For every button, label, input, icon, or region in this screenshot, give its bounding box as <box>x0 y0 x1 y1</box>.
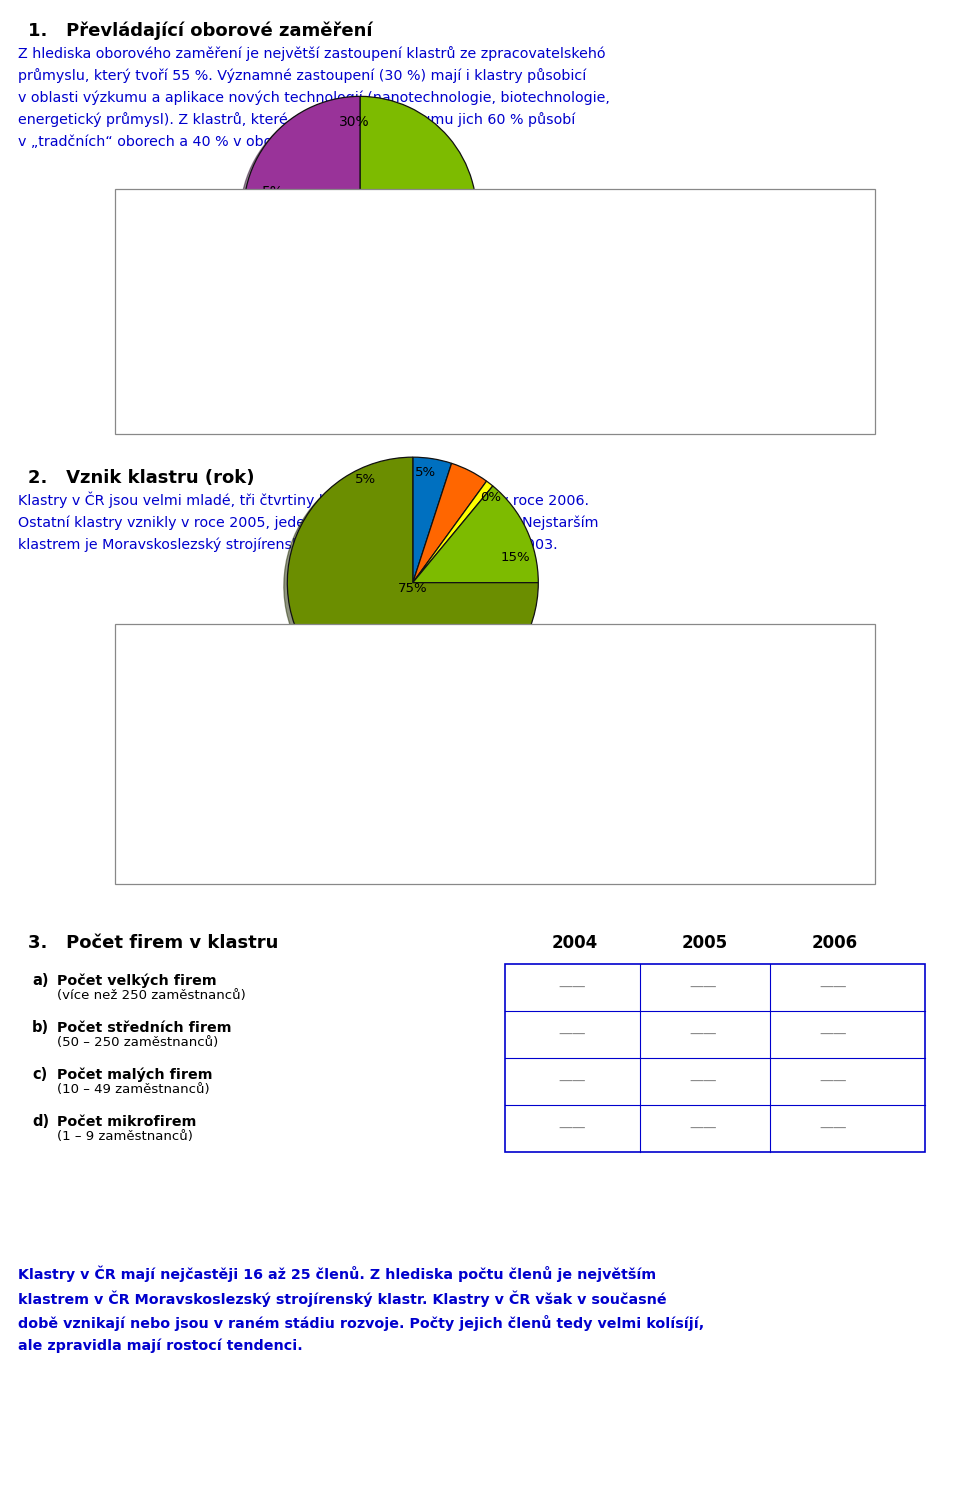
Wedge shape <box>287 457 539 708</box>
Wedge shape <box>324 96 476 329</box>
Text: Počet mikrofirem: Počet mikrofirem <box>57 1115 197 1128</box>
Text: Rok 2007: Rok 2007 <box>401 843 459 856</box>
Text: Rok 2006: Rok 2006 <box>174 843 231 856</box>
Text: (více než 250 zaměstnanců): (více než 250 zaměstnanců) <box>57 989 246 1002</box>
Wedge shape <box>244 96 360 249</box>
Text: ——: —— <box>819 1028 847 1041</box>
Bar <box>140 258 162 281</box>
Text: ——: —— <box>689 1122 717 1135</box>
Text: Rok 2003: Rok 2003 <box>174 774 231 787</box>
Text: 0%: 0% <box>480 492 501 503</box>
Text: Rok 2005: Rok 2005 <box>629 774 687 787</box>
Text: 5%: 5% <box>354 474 375 486</box>
Text: Zpracovatelský průmysl: Zpracovatelský průmysl <box>173 263 321 276</box>
Text: 30%: 30% <box>339 115 370 128</box>
Text: ——: —— <box>559 1074 586 1089</box>
Wedge shape <box>250 214 360 281</box>
Text: (50 – 250 zaměstnanců): (50 – 250 zaměstnanců) <box>57 1035 218 1049</box>
Text: 15%: 15% <box>501 551 531 565</box>
Text: 2005: 2005 <box>682 934 728 952</box>
Text: ——: —— <box>559 1122 586 1135</box>
Text: c): c) <box>32 1067 47 1082</box>
Text: 55%: 55% <box>409 191 440 206</box>
Bar <box>595 759 618 802</box>
Bar <box>140 336 162 359</box>
Bar <box>140 297 162 320</box>
Text: Počet středních firem: Počet středních firem <box>57 1020 231 1034</box>
Text: (10 – 49 zaměstnanců): (10 – 49 zaměstnanců) <box>57 1083 209 1097</box>
Text: ——: —— <box>819 1122 847 1135</box>
Bar <box>368 828 391 870</box>
Text: Stavebnictví: Stavebnictví <box>173 302 249 315</box>
Text: ——: —— <box>689 1028 717 1041</box>
Wedge shape <box>413 481 492 583</box>
Text: b): b) <box>32 1020 49 1035</box>
Text: d): d) <box>32 1115 49 1129</box>
Text: Klastry v ČR jsou velmi mladé, tři čtvrtiny klastrů ve vzorku vznikly v roce 200: Klastry v ČR jsou velmi mladé, tři čtvrt… <box>18 492 598 551</box>
Text: Rok 2004: Rok 2004 <box>401 774 459 787</box>
Bar <box>140 388 162 412</box>
Text: ——: —— <box>819 980 847 995</box>
Text: ——: —— <box>689 1074 717 1089</box>
Text: 2006: 2006 <box>812 934 858 952</box>
Text: 3.   Počet firem v klastru: 3. Počet firem v klastru <box>28 934 278 952</box>
Wedge shape <box>413 457 451 583</box>
Text: 2.   Vznik klastru (rok): 2. Vznik klastru (rok) <box>28 469 254 487</box>
Text: Počet malých firem: Počet malých firem <box>57 1067 212 1082</box>
Text: Počet velkých firem: Počet velkých firem <box>57 973 217 988</box>
Text: Klastry v ČR mají nejčastěji 16 až 25 členů. Z hlediska počtu členů je největším: Klastry v ČR mají nejčastěji 16 až 25 čl… <box>18 1265 705 1354</box>
Text: Věda a výzkum v nových oborech; biotechnologie,
nanotechnologie, environmentální: Věda a výzkum v nových oborech; biotechn… <box>173 387 481 414</box>
Wedge shape <box>266 214 360 324</box>
Wedge shape <box>413 463 487 583</box>
Text: ——: —— <box>559 980 586 995</box>
Bar <box>140 828 162 870</box>
Text: a): a) <box>32 973 49 988</box>
Bar <box>140 759 162 802</box>
Bar <box>368 759 391 802</box>
Text: Informační a komunikační technologie: Informační a komunikační technologie <box>173 341 407 354</box>
Text: 5%: 5% <box>262 185 283 199</box>
Text: 1.   Převládající oborové zaměření: 1. Převládající oborové zaměření <box>28 22 372 40</box>
Text: ——: —— <box>689 980 717 995</box>
Text: Z hlediska oborového zaměření je největší zastoupení klastrů ze zpracovatelskehó: Z hlediska oborového zaměření je největš… <box>18 46 610 149</box>
Text: (1 – 9 zaměstnanců): (1 – 9 zaměstnanců) <box>57 1129 193 1143</box>
Text: ——: —— <box>819 1074 847 1089</box>
Wedge shape <box>413 486 539 583</box>
Text: 75%: 75% <box>398 583 427 596</box>
Text: 2004: 2004 <box>552 934 598 952</box>
Text: 10%: 10% <box>280 266 311 281</box>
Text: 5%: 5% <box>415 466 436 478</box>
Text: ——: —— <box>559 1028 586 1041</box>
